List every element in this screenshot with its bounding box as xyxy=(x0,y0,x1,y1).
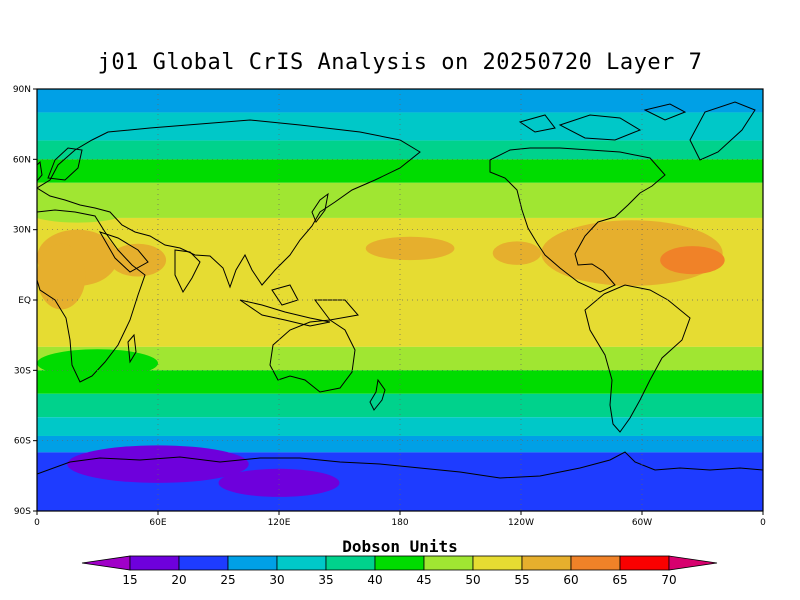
colorbar-swatch xyxy=(472,555,523,571)
lat-tick-label: 60S xyxy=(14,437,31,447)
field-band xyxy=(37,393,763,418)
colorbar-swatch xyxy=(325,555,376,571)
colorbar-level-label: 55 xyxy=(514,573,529,587)
india-coast xyxy=(174,249,201,294)
lon-tick-label: 180 xyxy=(391,518,408,528)
field-band xyxy=(37,159,763,183)
field-band xyxy=(37,89,763,113)
colorbar-level-label: 25 xyxy=(220,573,235,587)
colorbar-level-label: 65 xyxy=(612,573,627,587)
colorbar-level-label: 40 xyxy=(367,573,382,587)
lon-tick-label: 60W xyxy=(632,518,652,528)
lat-tick-label: 30N xyxy=(13,226,31,236)
colorbar-swatch xyxy=(570,555,621,571)
colorbar-min-arrow xyxy=(81,555,131,571)
lat-tick-label: 90N xyxy=(13,85,31,95)
colorbar-level-label: 50 xyxy=(465,573,480,587)
ozone-field xyxy=(37,89,763,511)
lat-tick-label: 90S xyxy=(14,507,31,517)
colorbar-level-label: 15 xyxy=(122,573,137,587)
lat-tick-label: 60N xyxy=(13,155,31,165)
greenland-coast xyxy=(689,101,756,161)
field-band xyxy=(37,112,763,141)
arabia-coast xyxy=(98,231,149,273)
madagascar-coast xyxy=(127,333,137,364)
colorbar-swatch xyxy=(178,555,229,571)
colorbar-level-label: 45 xyxy=(416,573,431,587)
colorbar-swatch xyxy=(423,555,474,571)
coastlines xyxy=(37,101,763,479)
colorbar: 15 20 25 30 35 40 45 50 55 60 65 70 xyxy=(81,555,718,587)
lat-tick-label: 30S xyxy=(14,366,31,376)
lon-tick-label: 120W xyxy=(508,518,534,528)
indonesia-coast xyxy=(239,299,331,327)
lon-tick-label: 0 xyxy=(34,518,40,528)
field-region xyxy=(492,241,542,265)
arctic-islands-coast xyxy=(558,114,642,141)
colorbar-swatch xyxy=(521,555,572,571)
colorbar-max-arrow xyxy=(668,555,718,571)
field-region xyxy=(37,349,158,378)
australia-coast xyxy=(269,319,356,393)
lon-tick-label: 0 xyxy=(760,518,766,528)
colorbar-swatch xyxy=(227,555,278,571)
new-zealand-coast xyxy=(369,378,386,411)
field-region xyxy=(218,468,340,497)
scandinavia-coast xyxy=(47,147,83,181)
colorbar-level-label: 20 xyxy=(171,573,186,587)
field-band xyxy=(37,182,763,218)
lon-tick-label: 60E xyxy=(149,518,166,528)
lat-tick-label: EQ xyxy=(18,296,31,306)
south-america-coast xyxy=(584,284,691,433)
colorbar-swatch xyxy=(619,555,670,571)
lon-tick-label: 120E xyxy=(268,518,291,528)
grid-lines xyxy=(37,89,763,511)
field-band xyxy=(37,417,763,436)
field-region xyxy=(37,199,128,223)
japan-coast xyxy=(311,192,329,224)
colorbar-title: Dobson Units xyxy=(342,537,458,556)
colorbar-level-label: 30 xyxy=(269,573,284,587)
field-region xyxy=(37,243,86,310)
field-region xyxy=(365,236,455,261)
colorbar-swatch xyxy=(276,555,327,571)
colorbar-level-label: 35 xyxy=(318,573,333,587)
north-america-coast xyxy=(489,147,666,293)
field-band xyxy=(37,370,763,394)
antarctica-coast xyxy=(37,451,763,479)
africa-coast xyxy=(37,209,146,383)
page-title: j01 Global CrIS Analysis on 20250720 Lay… xyxy=(97,50,703,75)
field-region xyxy=(109,243,167,277)
colorbar-swatch xyxy=(129,555,180,571)
eurasia-coast xyxy=(37,119,421,289)
colorbar-swatch xyxy=(374,555,425,571)
colorbar-level-label: 60 xyxy=(563,573,578,587)
colorbar-level-label: 70 xyxy=(661,573,676,587)
field-region xyxy=(660,246,725,275)
field-band xyxy=(37,346,763,371)
